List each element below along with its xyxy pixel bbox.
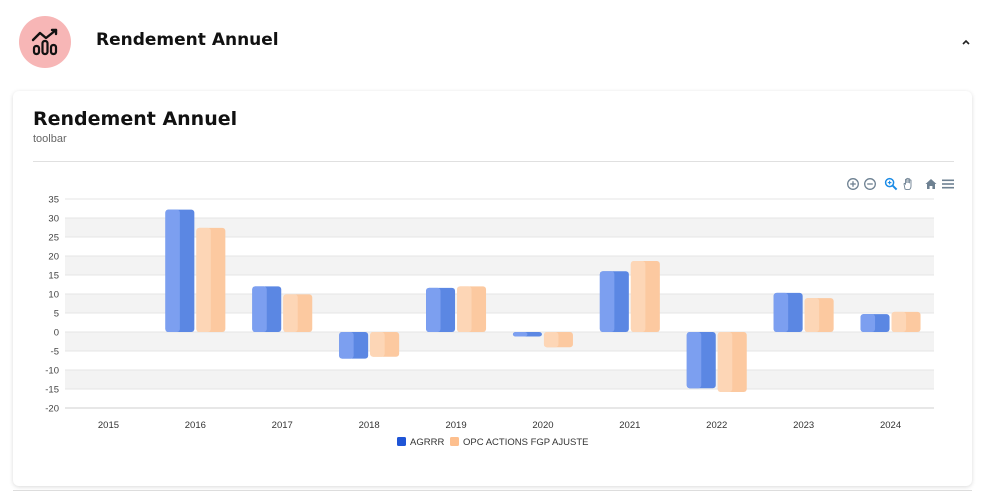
bar-opc-2016[interactable] (196, 227, 226, 332)
x-tick-label: 2019 (445, 420, 466, 431)
x-tick-label: 2016 (185, 420, 206, 431)
x-tick-label: 2022 (706, 420, 727, 431)
reset-home-icon[interactable] (924, 177, 938, 191)
bar-opc-2023[interactable] (804, 298, 834, 332)
bar-agrrr-2022[interactable] (686, 332, 716, 389)
grid-band (65, 370, 934, 389)
menu-icon[interactable] (941, 177, 955, 191)
y-tick-label: 5 (54, 309, 59, 320)
x-tick-label: 2018 (359, 420, 380, 431)
bar-opc-2024[interactable] (891, 311, 921, 332)
zoom-out-icon[interactable] (863, 177, 877, 191)
grid-band (65, 332, 934, 351)
chart-toolbar (846, 177, 955, 191)
bar-opc-2018[interactable] (370, 332, 400, 357)
grid-band (65, 256, 934, 275)
y-tick-label: -15 (45, 385, 59, 396)
bar-agrrr-2017[interactable] (252, 286, 282, 332)
bar-opc-2020[interactable] (543, 332, 573, 348)
legend-swatch (397, 437, 406, 446)
y-tick-label: 10 (48, 290, 59, 301)
y-tick-label: 30 (48, 214, 59, 225)
legend-label[interactable]: AGRRR (410, 437, 444, 448)
bar-opc-2022[interactable] (717, 332, 747, 393)
bar-opc-2019[interactable] (457, 286, 487, 332)
bar-opc-2017[interactable] (283, 294, 313, 332)
bar-opc-2021[interactable] (630, 260, 660, 332)
y-tick-label: 20 (48, 252, 59, 263)
bar-agrrr-2021[interactable] (599, 271, 629, 332)
y-tick-label: -20 (45, 404, 59, 415)
x-tick-label: 2017 (272, 420, 293, 431)
bar-agrrr-2016[interactable] (165, 209, 195, 332)
x-tick-label: 2024 (880, 420, 901, 431)
zoom-in-icon[interactable] (846, 177, 860, 191)
line-bar-chart-icon (31, 28, 58, 56)
chart-card: Rendement Annuel toolbar 35 30 25 20 15 10 5 0-… (13, 91, 972, 486)
bar-agrrr-2023[interactable] (773, 292, 803, 332)
chevron-up-icon[interactable] (958, 34, 974, 50)
x-tick-label: 2021 (619, 420, 640, 431)
chart-title: Rendement Annuel (33, 108, 238, 130)
chart-subtitle: toolbar (33, 133, 67, 145)
x-tick-label: 2020 (532, 420, 553, 431)
bar-agrrr-2019[interactable] (426, 287, 456, 332)
legend-label[interactable]: OPC ACTIONS FGP AJUSTE (463, 437, 588, 448)
section-title: Rendement Annuel (96, 30, 279, 50)
section-header[interactable]: Rendement Annuel (0, 0, 982, 86)
grid-band (65, 218, 934, 237)
x-tick-label: 2015 (98, 420, 119, 431)
section-icon-badge (19, 16, 71, 68)
bar-agrrr-2020[interactable] (512, 332, 542, 337)
y-tick-label: 25 (48, 233, 59, 244)
divider (33, 161, 954, 162)
y-tick-label: -10 (45, 366, 59, 377)
page-bottom-rule (13, 490, 972, 491)
selection-zoom-icon[interactable] (884, 177, 898, 191)
x-tick-label: 2023 (793, 420, 814, 431)
y-tick-label: -5 (51, 347, 59, 358)
bar-agrrr-2024[interactable] (860, 314, 890, 332)
y-tick-label: 0 (54, 328, 59, 339)
y-tick-label: 35 (48, 195, 59, 206)
bar-agrrr-2018[interactable] (339, 332, 369, 359)
grid-band (65, 294, 934, 313)
pan-hand-icon[interactable] (901, 177, 915, 191)
legend-swatch (450, 437, 459, 446)
y-tick-label: 15 (48, 271, 59, 282)
